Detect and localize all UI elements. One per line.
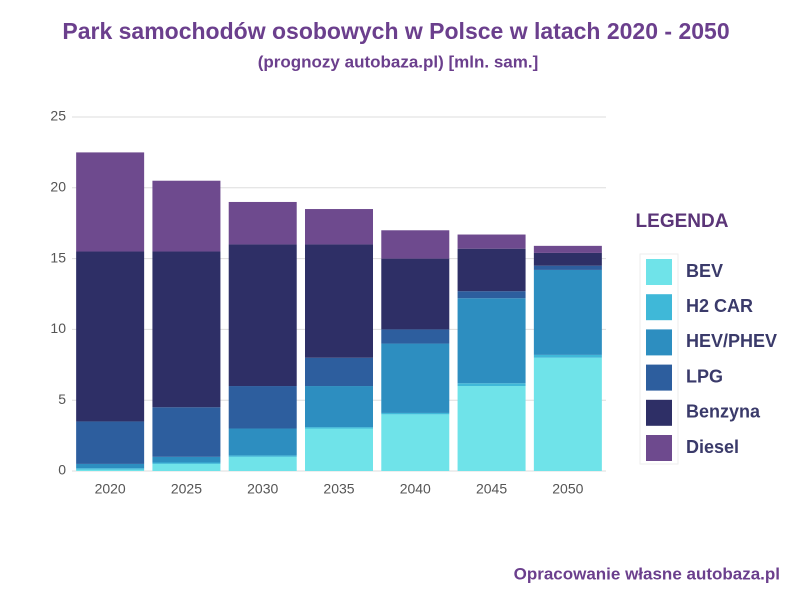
legend-label: Diesel xyxy=(686,437,739,457)
bar-segment xyxy=(381,414,450,471)
bar-segment xyxy=(381,258,450,330)
bar-segment xyxy=(228,201,297,245)
y-tick-label: 25 xyxy=(50,108,66,124)
x-tick-label: 2040 xyxy=(400,481,431,497)
bar-segment xyxy=(457,298,526,384)
legend-label: LPG xyxy=(686,366,723,386)
x-tick-label: 2025 xyxy=(171,481,202,497)
bar-segment xyxy=(533,265,602,270)
bar-segment xyxy=(228,386,297,429)
legend-swatch xyxy=(646,259,672,285)
bar-segment xyxy=(381,230,450,259)
bar-segment xyxy=(533,269,602,355)
bar-segment xyxy=(381,343,450,413)
bar-segment xyxy=(457,386,526,471)
bar-segment xyxy=(228,456,297,471)
legend-label: Benzyna xyxy=(686,402,761,422)
legend-swatch xyxy=(646,435,672,461)
bar-segment xyxy=(457,291,526,299)
bar-segment xyxy=(305,357,373,387)
bar-segment xyxy=(305,386,373,428)
y-tick-label: 20 xyxy=(50,179,66,195)
chart-subtitle: (prognozy autobaza.pl) [mln. sam.] xyxy=(258,52,539,71)
bar-segment xyxy=(76,468,145,470)
bar-segment xyxy=(533,357,602,471)
bar-segment xyxy=(76,463,145,469)
bar-segment xyxy=(381,329,450,344)
bar-segment xyxy=(228,244,297,387)
legend-swatch xyxy=(646,294,672,321)
bar-segment xyxy=(76,421,145,464)
y-tick-label: 10 xyxy=(50,320,66,336)
bar-segment xyxy=(457,248,526,292)
legend-box xyxy=(639,253,679,465)
legend-swatch xyxy=(646,329,672,356)
bar-segment xyxy=(533,354,602,358)
x-tick-label: 2045 xyxy=(476,481,507,497)
y-tick-label: 0 xyxy=(58,462,66,478)
bar-segment xyxy=(228,428,297,456)
x-tick-label: 2030 xyxy=(247,481,278,497)
bar-segment xyxy=(152,462,221,464)
bar-segment xyxy=(152,456,221,463)
legend-swatch xyxy=(646,399,672,426)
bar-segment xyxy=(152,407,221,457)
bar-segment xyxy=(533,252,602,266)
chart-title: Park samochodów osobowych w Polsce w lat… xyxy=(62,18,729,44)
legend-label: H2 CAR xyxy=(686,296,753,316)
legend-label: BEV xyxy=(686,261,723,281)
bar-segment xyxy=(305,428,373,471)
bar-segment xyxy=(76,152,145,252)
bar-segment xyxy=(381,412,450,415)
legend-swatch xyxy=(646,364,672,391)
bar-segment xyxy=(305,244,373,358)
source-note: Opracowanie własne autobaza.pl xyxy=(514,564,780,583)
bar-segment xyxy=(228,455,297,457)
bar-segment xyxy=(457,234,526,249)
bar-segment xyxy=(305,427,373,429)
legend-title: LEGENDA xyxy=(636,211,729,232)
bar-segment xyxy=(457,383,526,387)
bar-segment xyxy=(152,180,221,252)
x-tick-label: 2020 xyxy=(95,481,126,497)
y-tick-label: 15 xyxy=(50,249,66,265)
y-tick-label: 5 xyxy=(58,391,66,407)
bar-segment xyxy=(152,251,221,408)
x-tick-label: 2035 xyxy=(323,481,354,497)
bar-segment xyxy=(76,251,145,422)
bar-segment xyxy=(533,245,602,253)
bar-segment xyxy=(305,209,373,245)
legend-label: HEV/PHEV xyxy=(686,331,777,351)
bar-segment xyxy=(76,469,145,471)
bar-segment xyxy=(152,463,221,471)
x-tick-label: 2050 xyxy=(552,481,583,497)
